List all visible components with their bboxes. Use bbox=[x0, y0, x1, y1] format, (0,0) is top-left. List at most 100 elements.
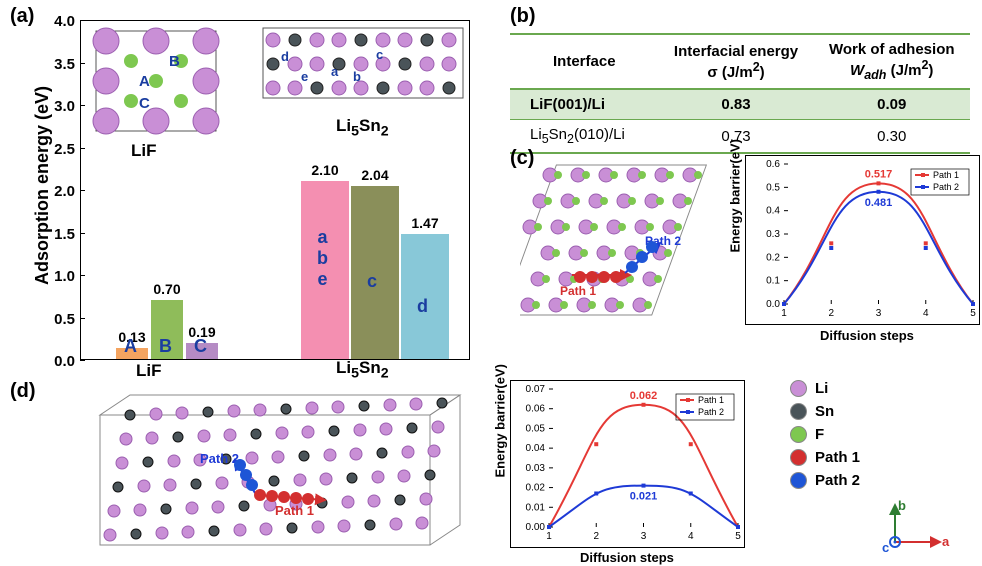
panel-d-chart: 0.000.010.020.030.040.050.060.0712345Pat… bbox=[510, 380, 745, 548]
svg-text:b: b bbox=[898, 500, 906, 513]
svg-text:3: 3 bbox=[641, 531, 647, 542]
panel-c-chart: 0.00.10.20.30.40.50.612345Path 1Path 20.… bbox=[745, 155, 980, 325]
legend-swatch bbox=[790, 472, 807, 489]
svg-text:0.04: 0.04 bbox=[526, 443, 546, 454]
svg-text:0.021: 0.021 bbox=[630, 491, 658, 503]
svg-text:0.01: 0.01 bbox=[526, 502, 546, 513]
legend-item: Li bbox=[790, 380, 860, 397]
inset-lif-crystal: A B C bbox=[91, 26, 221, 136]
svg-text:d: d bbox=[281, 49, 289, 64]
svg-text:Path 2: Path 2 bbox=[698, 407, 724, 417]
bar-letter: C bbox=[194, 336, 207, 357]
legend-item: Path 2 bbox=[790, 472, 860, 489]
svg-text:0.517: 0.517 bbox=[865, 168, 893, 180]
ytick: 4.0 bbox=[45, 13, 75, 30]
svg-text:a: a bbox=[331, 64, 339, 79]
ytick: 3.5 bbox=[45, 56, 75, 73]
panel-a-chart: 0.13A0.70B0.19CLiF2.10a b e2.04c1.47dLi5… bbox=[80, 20, 470, 360]
panel-d-xlabel: Diffusion steps bbox=[580, 550, 674, 565]
svg-text:A: A bbox=[139, 73, 150, 90]
ytick: 1.0 bbox=[45, 268, 75, 285]
table-cell: 0.09 bbox=[813, 89, 970, 120]
legend-swatch bbox=[790, 426, 807, 443]
panel-b: (b) InterfaceInterfacial energyσ (J/m2)W… bbox=[510, 5, 970, 154]
legend-text: Path 1 bbox=[815, 449, 860, 466]
panel-d-ylabel: Energy barrier(eV) bbox=[493, 364, 508, 477]
svg-text:2: 2 bbox=[828, 308, 834, 319]
svg-text:5: 5 bbox=[970, 308, 976, 319]
ytick: 2.5 bbox=[45, 141, 75, 158]
legend-item: Path 1 bbox=[790, 449, 860, 466]
table-row: LiF(001)/Li0.830.09 bbox=[510, 89, 970, 120]
legend-text: Sn bbox=[815, 403, 834, 420]
legend-swatch bbox=[790, 403, 807, 420]
legend-text: Path 2 bbox=[815, 472, 860, 489]
bar-value: 1.47 bbox=[396, 215, 454, 231]
bar-value: 0.70 bbox=[146, 281, 188, 297]
bar-letter: A bbox=[124, 336, 137, 357]
svg-text:0.2: 0.2 bbox=[766, 252, 780, 263]
ytick: 0.0 bbox=[45, 353, 75, 370]
legend-item: F bbox=[790, 426, 860, 443]
bar-letter: a b e bbox=[317, 227, 328, 290]
panel-c-ylabel: Energy barrier(eV) bbox=[728, 139, 743, 252]
table-header: Interfacial energyσ (J/m2) bbox=[659, 34, 814, 89]
group-label-lif: LiF bbox=[131, 141, 157, 161]
svg-text:0.062: 0.062 bbox=[630, 390, 658, 402]
bar-value: 2.04 bbox=[346, 167, 404, 183]
svg-text:0.05: 0.05 bbox=[526, 423, 546, 434]
svg-text:5: 5 bbox=[735, 531, 741, 542]
ytick: 2.0 bbox=[45, 183, 75, 200]
svg-text:0.3: 0.3 bbox=[766, 229, 780, 240]
svg-text:1: 1 bbox=[781, 308, 787, 319]
bar-letter: B bbox=[159, 336, 172, 357]
panel-d-crystal: Path 1 Path 2 bbox=[60, 385, 490, 560]
panel-b-label: (b) bbox=[510, 5, 536, 28]
svg-text:B: B bbox=[169, 53, 180, 70]
legend-swatch bbox=[790, 449, 807, 466]
legend-swatch bbox=[790, 380, 807, 397]
table-header: Interface bbox=[510, 34, 659, 89]
svg-text:1: 1 bbox=[546, 531, 552, 542]
group-label-lisn: Li5Sn2 bbox=[336, 116, 389, 139]
interface-table: InterfaceInterfacial energyσ (J/m2)Work … bbox=[510, 33, 970, 154]
bar-letter: c bbox=[367, 271, 377, 292]
svg-text:c: c bbox=[376, 47, 383, 62]
svg-text:Path 2: Path 2 bbox=[933, 182, 959, 192]
svg-text:0.4: 0.4 bbox=[766, 206, 780, 217]
legend-text: Li bbox=[815, 380, 828, 397]
x-category: LiF bbox=[136, 361, 162, 381]
svg-text:C: C bbox=[139, 95, 150, 112]
svg-text:e: e bbox=[301, 69, 308, 84]
svg-text:0.07: 0.07 bbox=[526, 384, 546, 395]
svg-text:b: b bbox=[353, 69, 361, 84]
path1-label-c: Path 1 bbox=[560, 284, 596, 298]
svg-text:0.0: 0.0 bbox=[766, 299, 780, 310]
panel-c-crystal: Path 1 Path 2 bbox=[520, 155, 720, 335]
svg-text:0.06: 0.06 bbox=[526, 404, 546, 415]
inset-lisn-crystal: d c a b e bbox=[261, 26, 466, 101]
table-header: Work of adhesionWadh (J/m2) bbox=[813, 34, 970, 89]
svg-text:4: 4 bbox=[923, 308, 929, 319]
svg-text:2: 2 bbox=[593, 531, 599, 542]
panel-a-label: (a) bbox=[10, 5, 34, 28]
svg-text:c: c bbox=[882, 540, 889, 555]
table-cell: 0.30 bbox=[813, 120, 970, 154]
svg-text:0.03: 0.03 bbox=[526, 463, 546, 474]
legend: Li Sn F Path 1 Path 2 bbox=[790, 380, 860, 495]
bar-letter: d bbox=[417, 296, 428, 317]
panel-a: (a) Adsorption energy (eV) 0.13A0.70B0.1… bbox=[10, 5, 490, 375]
panel-c: (c) Path 1 Path 2 0.00.10.20.30.40.50.61… bbox=[510, 150, 982, 340]
panel-c-xlabel: Diffusion steps bbox=[820, 328, 914, 343]
axis-indicator: a b c bbox=[880, 500, 950, 555]
ytick: 3.0 bbox=[45, 98, 75, 115]
path2-label-d: Path 2 bbox=[200, 451, 239, 466]
ytick: 0.5 bbox=[45, 311, 75, 328]
legend-item: Sn bbox=[790, 403, 860, 420]
svg-text:0.6: 0.6 bbox=[766, 159, 780, 170]
table-cell: LiF(001)/Li bbox=[510, 89, 659, 120]
svg-text:0.1: 0.1 bbox=[766, 276, 780, 287]
table-cell: 0.83 bbox=[659, 89, 814, 120]
x-category: Li5Sn2 bbox=[336, 358, 389, 381]
svg-text:0.02: 0.02 bbox=[526, 483, 546, 494]
